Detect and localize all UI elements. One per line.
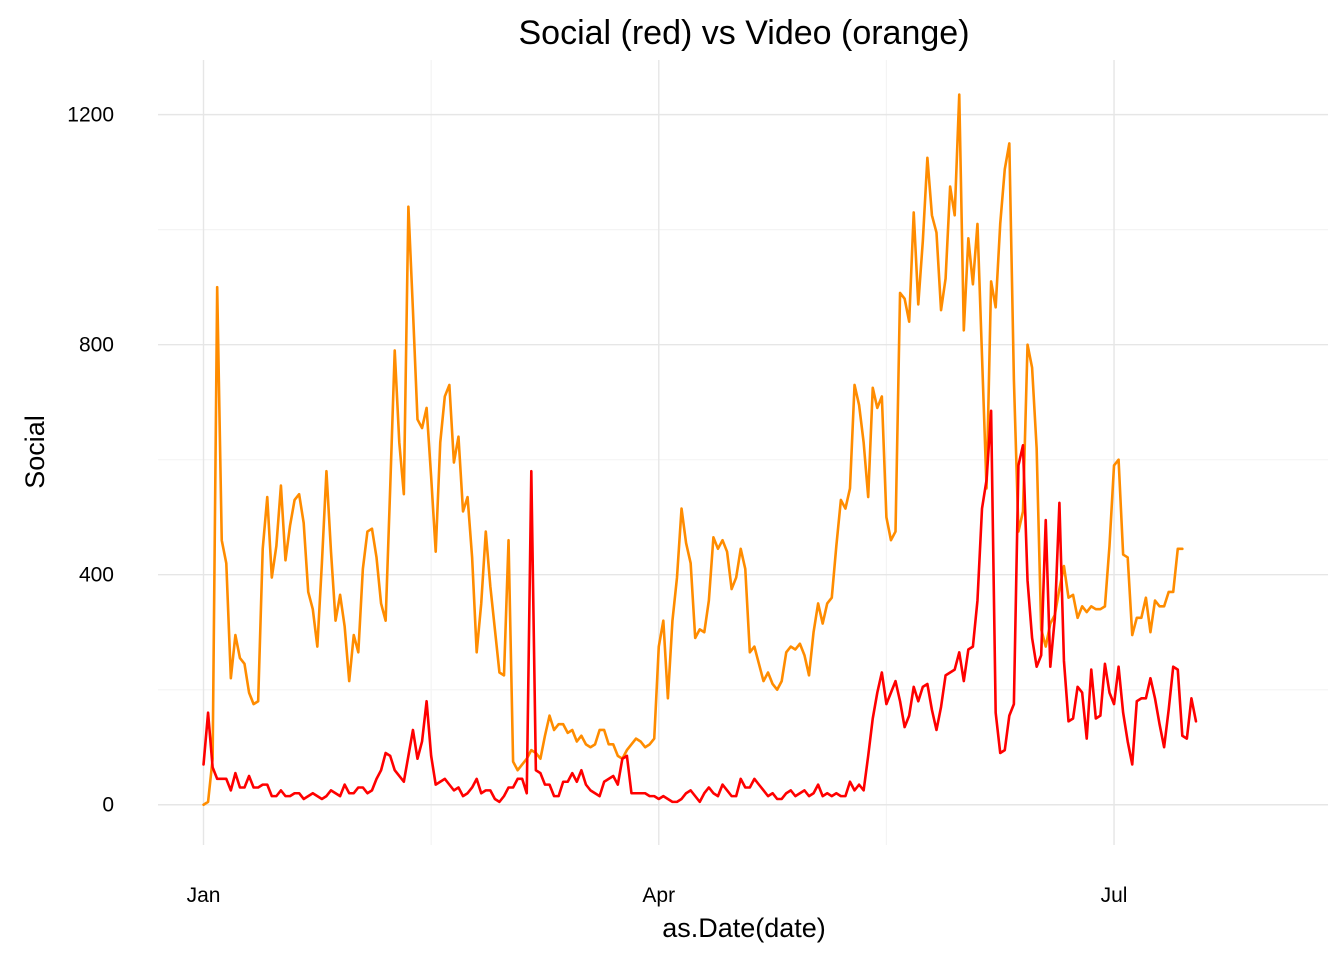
y-tick-label: 0	[102, 794, 114, 817]
series-group	[202, 93, 1198, 807]
axes: 0 400 800 1200 Jan Apr Jul	[67, 104, 1127, 907]
chart-title: Social (red) vs Video (orange)	[518, 14, 969, 52]
series-line-social	[202, 409, 1198, 804]
y-tick-label: 800	[79, 334, 114, 357]
y-tick-label: 400	[79, 564, 114, 587]
y-tick-label: 1200	[67, 104, 114, 127]
x-tick-label: Jan	[187, 884, 221, 907]
y-axis-label: Social	[20, 415, 50, 489]
x-tick-label: Jul	[1101, 884, 1128, 907]
x-axis-label: as.Date(date)	[662, 913, 826, 943]
x-tick-label: Apr	[642, 884, 675, 907]
series-line-video	[202, 93, 1184, 807]
gridlines	[158, 60, 1328, 845]
